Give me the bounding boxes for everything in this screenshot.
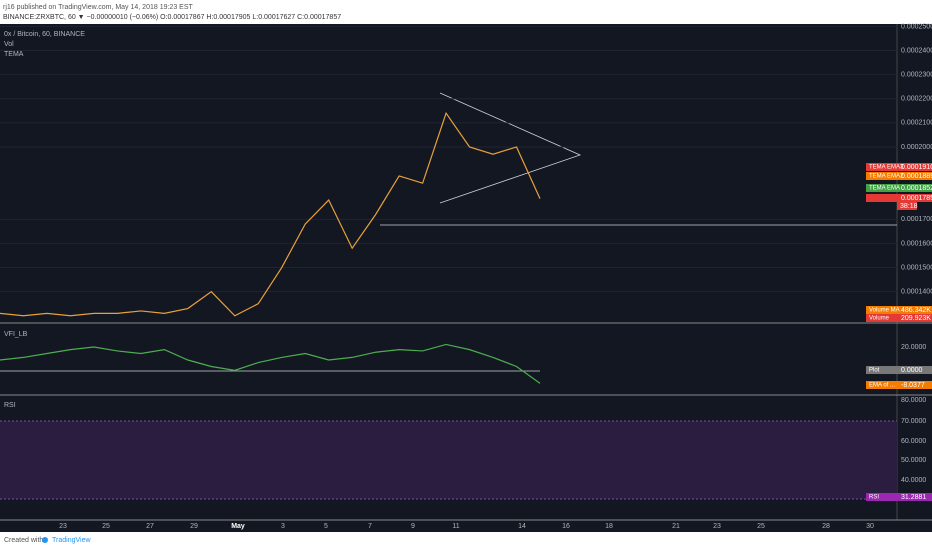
tag-value: 0.00019108 <box>901 164 932 171</box>
x-tick-label: 28 <box>822 523 830 530</box>
legend: VFI_LB <box>4 331 28 338</box>
footer-text: Created with <box>4 537 43 544</box>
x-tick-label: 9 <box>411 523 415 530</box>
x-tick-label: 30 <box>866 523 874 530</box>
logo <box>42 537 48 543</box>
value-tag <box>866 366 932 374</box>
countdown-bg <box>897 202 917 210</box>
x-tick-label: 25 <box>757 523 765 530</box>
countdown: 38:18 <box>900 203 918 210</box>
value-tag <box>866 493 932 501</box>
legend: RSI <box>4 402 16 409</box>
y-tick-label: 0.00025000 <box>901 23 932 30</box>
value-tag <box>866 194 932 202</box>
x-tick-label: 11 <box>452 523 459 530</box>
value-tag <box>866 306 932 314</box>
value-tag <box>866 163 932 171</box>
price-line <box>0 111 541 317</box>
y-tick-label: 0.00024000 <box>901 47 932 54</box>
symbol-line: BINANCE:ZRXBTC, 60 ▼ −0.00000010 (−0.06%… <box>3 14 341 21</box>
x-tick-label: 27 <box>146 523 154 530</box>
x-tick-label: 5 <box>324 523 328 530</box>
tag-value: -8.0377 <box>901 382 925 389</box>
value-tag <box>866 184 932 192</box>
y-tick-label: 0.00023000 <box>901 71 932 78</box>
tag-value: 486.342K <box>901 307 931 314</box>
x-tick-label: May <box>231 523 245 530</box>
tag-name: TEMA EMA2 <box>869 174 904 180</box>
x-tick-label: 18 <box>605 523 613 530</box>
x-tick-label: 14 <box>518 523 526 530</box>
tag-value: 0.00017857 <box>901 195 932 202</box>
y-tick-label: 0.00020000 <box>901 144 932 151</box>
vfi-line <box>0 343 541 384</box>
x-tick-label: 21 <box>672 523 680 530</box>
y-tick-label: 0.00016000 <box>901 240 932 247</box>
y-tick-label: 60.0000 <box>901 438 926 445</box>
triangle-drawing <box>439 92 582 204</box>
tag-name: EMA of ... <box>869 383 895 389</box>
value-tag <box>866 314 932 322</box>
value-tag <box>866 172 932 180</box>
tag-value: 0.00018520 <box>901 185 932 192</box>
tag-name: TEMA EMA3 <box>869 165 904 171</box>
y-tick-label: 0.00021000 <box>901 120 932 127</box>
footer-brand: TradingView <box>52 537 91 544</box>
x-tick-label: 3 <box>281 523 285 530</box>
legend: TEMA <box>4 51 24 58</box>
tag-value: 31.2881 <box>901 494 926 501</box>
tag-name: TEMA EMA <box>869 186 900 192</box>
header-bg <box>0 0 932 24</box>
y-tick-label: 70.0000 <box>901 418 926 425</box>
x-tick-label: 23 <box>59 523 67 530</box>
tag-value: 0.00018897 <box>901 173 932 180</box>
tag-name: Volume MA <box>869 308 900 314</box>
y-tick-label: 80.0000 <box>901 397 926 404</box>
y-tick-label: 0.00014000 <box>901 288 932 295</box>
x-tick-label: 7 <box>368 523 372 530</box>
x-tick-label: 16 <box>562 523 570 530</box>
y-tick-label: 40.0000 <box>901 477 926 484</box>
tag-value: 0.0000 <box>901 367 923 374</box>
y-tick-label: 50.0000 <box>901 457 926 464</box>
y-tick-label: 0.00017000 <box>901 216 932 223</box>
value-tag <box>866 381 932 389</box>
legend: Vol <box>4 41 14 48</box>
x-tick-label: 25 <box>102 523 110 530</box>
tag-name: RSI <box>869 495 879 501</box>
tag-value: 209.923K <box>901 315 931 322</box>
rsi-band <box>0 421 897 499</box>
publisher: rj16 published on TradingView.com, May 1… <box>3 4 193 11</box>
y-tick-label: 0.00022000 <box>901 96 932 103</box>
tag-name: Plot <box>869 368 880 374</box>
x-tick-label: 23 <box>713 523 721 530</box>
tag-name: Volume <box>869 316 890 322</box>
x-tick-label: 29 <box>190 523 198 530</box>
legend: 0x / Bitcoin, 60, BINANCE <box>4 31 85 38</box>
y-tick-label: 0.00015000 <box>901 264 932 271</box>
y-tick-label: 20.0000 <box>901 344 926 351</box>
